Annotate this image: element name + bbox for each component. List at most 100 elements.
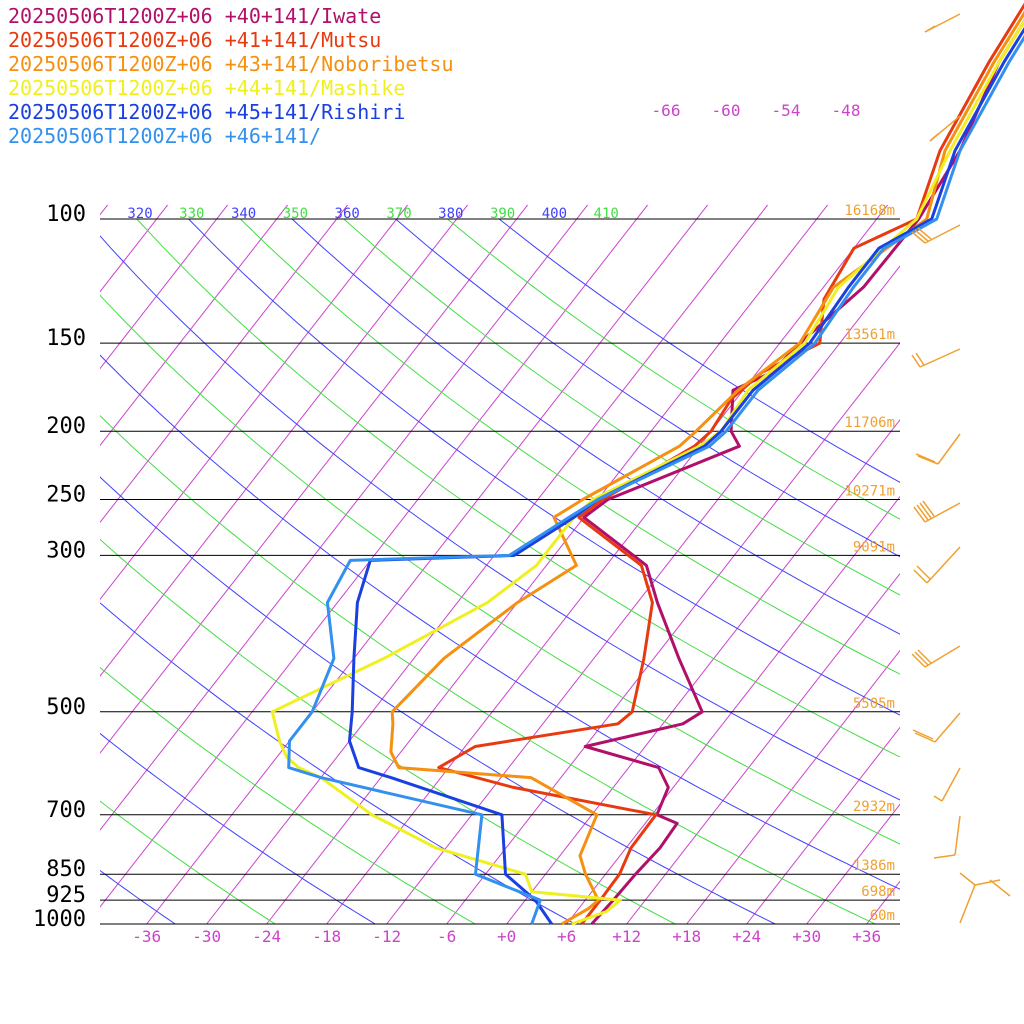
height-label: 1386m [853, 858, 895, 874]
wind-barb [924, 645, 961, 668]
top-temperature-label: -66 [652, 101, 681, 120]
wind-barb-flag [917, 455, 939, 465]
wind-barb-flag [929, 133, 939, 142]
theta-label: 330 [179, 206, 204, 222]
wind-barb-flag [917, 649, 932, 664]
temperature-tick-label: +6 [557, 927, 576, 946]
temperature-tick-label: +36 [852, 927, 881, 946]
temperature-tick-label: -18 [312, 927, 341, 946]
wind-barb-flag [913, 506, 926, 523]
isotherm-line [100, 205, 169, 293]
wind-barb-flag [989, 879, 1011, 897]
height-label: 9091m [853, 539, 895, 555]
isotherm-line [146, 205, 709, 925]
height-label: 5505m [853, 696, 895, 712]
wind-barb-flag [933, 795, 943, 802]
temperature-tick-label: +24 [732, 927, 761, 946]
theta-label: 410 [594, 206, 619, 222]
sounding-line [582, 18, 1024, 925]
isotherm-line [446, 342, 900, 925]
sounding-line [287, 35, 1024, 925]
top-temperature-label: -60 [712, 101, 741, 120]
wind-barb-flag [914, 732, 936, 743]
wind-barb-flag [922, 500, 935, 517]
wind-barb-flag [914, 651, 929, 666]
height-label: 13561m [844, 327, 895, 343]
wind-barb-flag [912, 729, 934, 740]
wind-barb-flag [933, 854, 956, 859]
isotherm-line [206, 205, 769, 925]
legend-entry: 20250506T1200Z+06 +40+141/Iwate [8, 4, 382, 28]
pressure-label: 925 [46, 883, 86, 908]
height-label: 698m [861, 884, 895, 900]
wind-barb [934, 712, 961, 743]
isotherm-line [100, 205, 649, 908]
height-label: 11706m [844, 415, 895, 431]
isotherm-line [0, 7, 22, 924]
dry-adiabat-line [100, 414, 876, 925]
wind-barb [959, 884, 976, 924]
isotherm-line [686, 649, 900, 925]
dry-adiabat-line [100, 602, 576, 925]
temperature-tick-label: +30 [792, 927, 821, 946]
isotherm-line [266, 205, 829, 925]
theta-label: 320 [127, 206, 152, 222]
legend-entry: 20250506T1200Z+06 +43+141/Noboribetsu [8, 52, 454, 76]
dry-adiabat-line [100, 538, 676, 925]
legend-entry: 20250506T1200Z+06 +45+141/Rishiri [8, 100, 406, 124]
wind-barb-flag [959, 872, 976, 886]
wind-barb [926, 546, 961, 584]
temperature-tick-label: -36 [132, 927, 161, 946]
temperature-tick-label: +0 [497, 927, 516, 946]
temperature-tick-label: -6 [437, 927, 456, 946]
theta-label: 340 [231, 206, 256, 222]
isotherm-line [100, 205, 529, 754]
isotherm-line [386, 265, 900, 925]
isotherm-line [866, 880, 900, 925]
theta-label: 400 [542, 206, 567, 222]
height-label: 2932m [853, 799, 895, 815]
theta-label: 370 [386, 206, 411, 222]
theta-label: 360 [335, 206, 360, 222]
isotherm-line [566, 495, 900, 925]
wind-barbs [911, 13, 1011, 924]
dry-adiabat-lines [100, 218, 900, 925]
theta-label: 390 [490, 206, 515, 222]
temperature-tick-label: +18 [672, 927, 701, 946]
wind-barb-flag [914, 229, 929, 242]
dry-adiabat-line [136, 218, 900, 758]
wind-barb [937, 433, 961, 465]
wind-barb-flag [916, 504, 929, 521]
sounding-profiles [270, 2, 1024, 925]
pressure-label: 250 [46, 483, 86, 508]
pressure-label: 300 [46, 538, 86, 563]
wind-barb-flag [911, 653, 926, 668]
theta-label: 380 [438, 206, 463, 222]
dry-adiabat-line [100, 869, 176, 925]
isotherm-line [326, 205, 889, 925]
wind-barb [924, 502, 961, 523]
wind-barb-flag [911, 231, 926, 244]
isotherm-line [100, 205, 589, 831]
temperature-tick-label: -30 [192, 927, 221, 946]
dry-adiabat-line [100, 800, 276, 925]
pressure-label: 500 [46, 695, 86, 720]
legend-entry: 20250506T1200Z+06 +46+141/ [8, 124, 322, 148]
isotherm-line [806, 803, 900, 925]
pressure-label: 100 [46, 202, 86, 227]
pressure-label: 1000 [33, 907, 86, 932]
dry-adiabat-line [498, 218, 900, 483]
wind-barb [924, 224, 961, 244]
isotherm-line [506, 419, 900, 925]
wind-barb-flag [919, 502, 932, 519]
isotherm-line [0, 7, 202, 924]
legend-entry: 20250506T1200Z+06 +44+141/Mashike [8, 76, 406, 100]
wind-barb-flag [911, 354, 921, 368]
isotherm-line [746, 726, 900, 925]
isotherm-line [100, 205, 349, 524]
wind-barb [919, 348, 961, 368]
isotherm-line [100, 205, 109, 216]
temperature-tick-label: -24 [252, 927, 281, 946]
pressure-label: 700 [46, 798, 86, 823]
